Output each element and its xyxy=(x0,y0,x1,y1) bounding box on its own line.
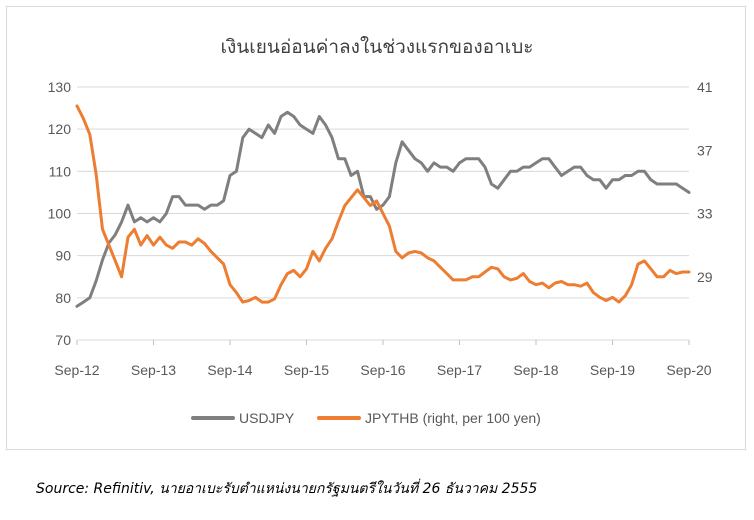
left-axis-ticks: 70 80 90 100 110 120 130 xyxy=(48,79,72,348)
chart-title: เงินเยนอ่อนค่าลงในช่วงแรกของอาเบะ xyxy=(220,36,533,58)
y-left-tick-label: 90 xyxy=(55,248,71,264)
y-left-tick-label: 130 xyxy=(48,79,72,95)
legend-label-jpythb: JPYTHB (right, per 100 yen) xyxy=(365,410,541,426)
legend-label-usdjpy: USDJPY xyxy=(239,410,295,426)
x-tick-label: Sep-16 xyxy=(360,362,405,378)
y-left-tick-label: 100 xyxy=(48,206,72,222)
y-right-tick-label: 41 xyxy=(697,79,713,95)
x-tick-label: Sep-17 xyxy=(437,362,482,378)
series-line-jpythb xyxy=(75,104,691,304)
source-note: Source: Refinitiv, นายอาเบะรับตำแหน่งนาย… xyxy=(36,478,537,500)
line-chart: เงินเยนอ่อนค่าลงในช่วงแรกของอาเบะ 70 80 90… xyxy=(48,36,713,426)
x-tick-label: Sep-20 xyxy=(666,362,711,378)
x-tick-label: Sep-19 xyxy=(590,362,635,378)
series-line-usdjpy xyxy=(75,110,691,308)
y-right-tick-label: 33 xyxy=(697,206,713,222)
series-lines xyxy=(75,104,691,308)
x-tick-label: Sep-12 xyxy=(54,362,99,378)
source-label: Source: Refinitiv, xyxy=(36,481,155,497)
x-tick-label: Sep-13 xyxy=(131,362,176,378)
y-left-tick-label: 70 xyxy=(55,332,71,348)
right-axis-ticks: 29 33 37 41 xyxy=(697,79,713,285)
gridlines xyxy=(77,86,689,341)
x-tick-label: Sep-14 xyxy=(207,362,252,378)
y-left-tick-label: 110 xyxy=(49,163,72,179)
legend: USDJPY JPYTHB (right, per 100 yen) xyxy=(191,410,541,426)
x-tick-label: Sep-18 xyxy=(513,362,558,378)
x-axis-ticks: Sep-12 Sep-13 Sep-14 Sep-15 Sep-16 Sep-17 Sep-… xyxy=(54,340,712,378)
x-tick-label: Sep-15 xyxy=(284,362,329,378)
chart-frame: เงินเยนอ่อนค่าลงในช่วงแรกของอาเบะ 70 80 90… xyxy=(6,6,746,450)
y-left-tick-label: 80 xyxy=(55,290,71,306)
source-note-text: นายอาเบะรับตำแหน่งนายกรัฐมนตรีในวันที่ 2… xyxy=(159,481,538,497)
y-left-tick-label: 120 xyxy=(48,121,72,137)
y-right-tick-label: 29 xyxy=(697,269,713,285)
y-right-tick-label: 37 xyxy=(697,142,713,158)
